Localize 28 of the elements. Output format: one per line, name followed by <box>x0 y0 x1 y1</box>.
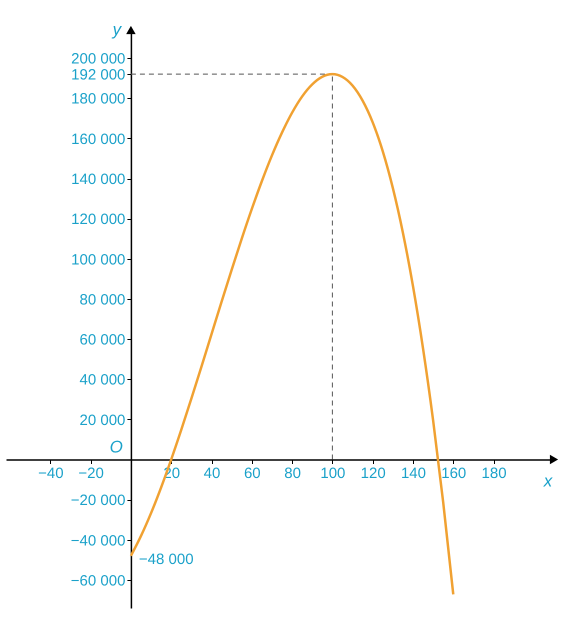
y-tick-label: 20 000 <box>80 412 126 429</box>
x-tick-label: 60 <box>244 464 261 482</box>
y-tick-label: 120 000 <box>71 211 126 228</box>
x-tick-label: −40 <box>38 464 64 482</box>
y-tick-label: 192 000 <box>71 66 126 84</box>
x-tick-label: 160 <box>441 464 466 482</box>
x-tick-label: 120 <box>360 464 386 482</box>
y-tick-label: −60 000 <box>70 572 126 590</box>
y-tick-label: 140 000 <box>71 171 126 188</box>
y-tick-label: 200 000 <box>71 50 126 68</box>
y-axis-title: y <box>112 20 123 39</box>
x-tick-label: 100 <box>320 464 346 482</box>
y-tick-label: 180 000 <box>71 90 126 108</box>
x-tick-label: 140 <box>400 464 426 482</box>
y-tick-label: 40 000 <box>80 372 126 389</box>
y-tick-label: −40 000 <box>70 532 126 550</box>
x-tick-label: 180 <box>482 464 507 482</box>
y-tick-label: 100 000 <box>71 251 126 268</box>
annotation: O <box>110 437 123 456</box>
annotation: −48 000 <box>138 550 194 568</box>
y-tick-label: 80 000 <box>80 291 126 308</box>
x-tick-label: 40 <box>204 464 220 482</box>
y-tick-label: 160 000 <box>71 130 126 148</box>
y-tick-label: −20 000 <box>70 492 126 510</box>
x-axis-title: x <box>542 471 553 490</box>
x-tick-label: −20 <box>78 464 104 482</box>
y-tick-label: 60 000 <box>80 332 126 349</box>
x-tick-label: 80 <box>284 464 301 482</box>
